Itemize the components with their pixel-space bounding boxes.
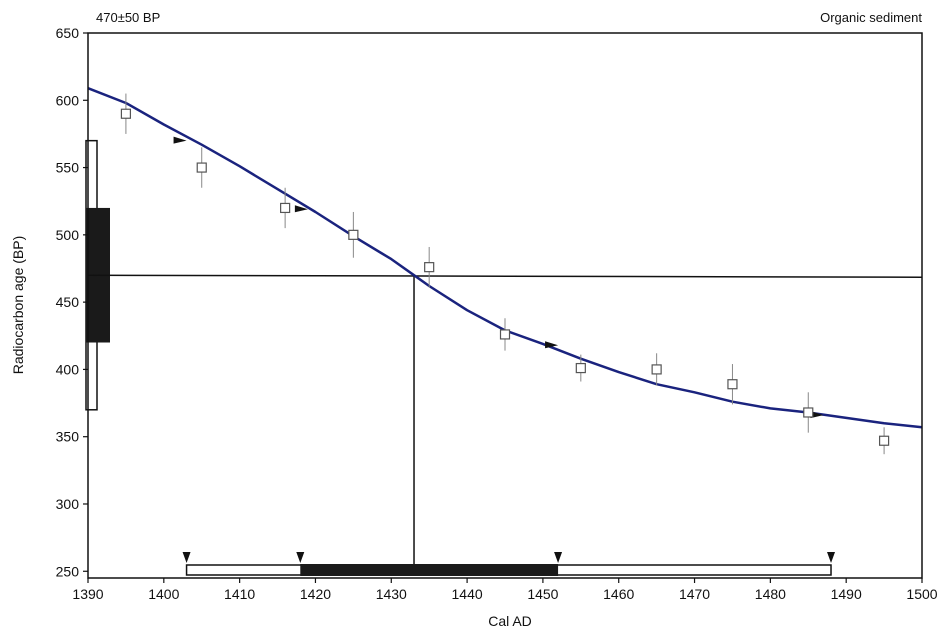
x-tick-label-1: 1400 (148, 586, 179, 602)
x-tick-label-10: 1490 (831, 586, 862, 602)
data-point-9 (803, 407, 814, 418)
curve-marker-2 (545, 341, 559, 349)
y-tick-label-5: 500 (56, 227, 80, 243)
y-axis-title: Radiocarbon age (BP) (10, 236, 26, 375)
y-tick-label-6: 550 (56, 160, 80, 176)
data-point-7 (651, 364, 662, 375)
range-arrow-marker-1 (296, 552, 305, 563)
range-arrow-marker-3 (827, 552, 836, 563)
measured-age-line (87, 274, 923, 278)
data-point-2 (280, 202, 291, 214)
x-axis-title: Cal AD (488, 613, 532, 629)
data-point-6 (575, 362, 586, 374)
y-tick-label-0: 250 (56, 563, 80, 579)
curve-marker-1 (294, 205, 308, 213)
y-tick-label-3: 400 (56, 361, 80, 377)
data-point-5 (499, 329, 511, 340)
x-tick-label-6: 1450 (527, 586, 558, 602)
x-tick-label-11: 1500 (906, 586, 937, 602)
data-point-4 (424, 262, 435, 273)
x-tick-label-3: 1420 (300, 586, 331, 602)
data-point-10 (878, 435, 890, 446)
y-tick-label-4: 450 (56, 294, 80, 310)
x-tick-label-4: 1430 (376, 586, 407, 602)
data-point-8 (727, 379, 738, 390)
curve-marker-3 (810, 411, 824, 419)
x-tick-label-7: 1460 (603, 586, 634, 602)
y-tick-label-8: 650 (56, 25, 80, 41)
data-point-0 (120, 108, 132, 119)
sigma1-cal-range (300, 564, 559, 576)
calibration-curve (87, 87, 923, 429)
x-tick-label-8: 1470 (679, 586, 710, 602)
y-tick-label-7: 600 (56, 92, 80, 108)
x-tick-label-5: 1440 (452, 586, 483, 602)
plot-frame (87, 32, 923, 579)
title-left: 470±50 BP (96, 10, 160, 25)
x-tick-label-2: 1410 (224, 586, 255, 602)
data-point-1 (196, 162, 207, 173)
x-tick-label-0: 1390 (72, 586, 103, 602)
y-tick-label-1: 300 (56, 496, 80, 512)
data-point-3 (348, 229, 359, 240)
range-arrow-marker-2 (554, 552, 563, 563)
title-right: Organic sediment (820, 10, 922, 25)
x-tick-label-9: 1480 (755, 586, 786, 602)
y-tick-label-2: 350 (56, 429, 80, 445)
curve-marker-0 (173, 136, 187, 144)
range-arrow-marker-0 (182, 552, 191, 563)
